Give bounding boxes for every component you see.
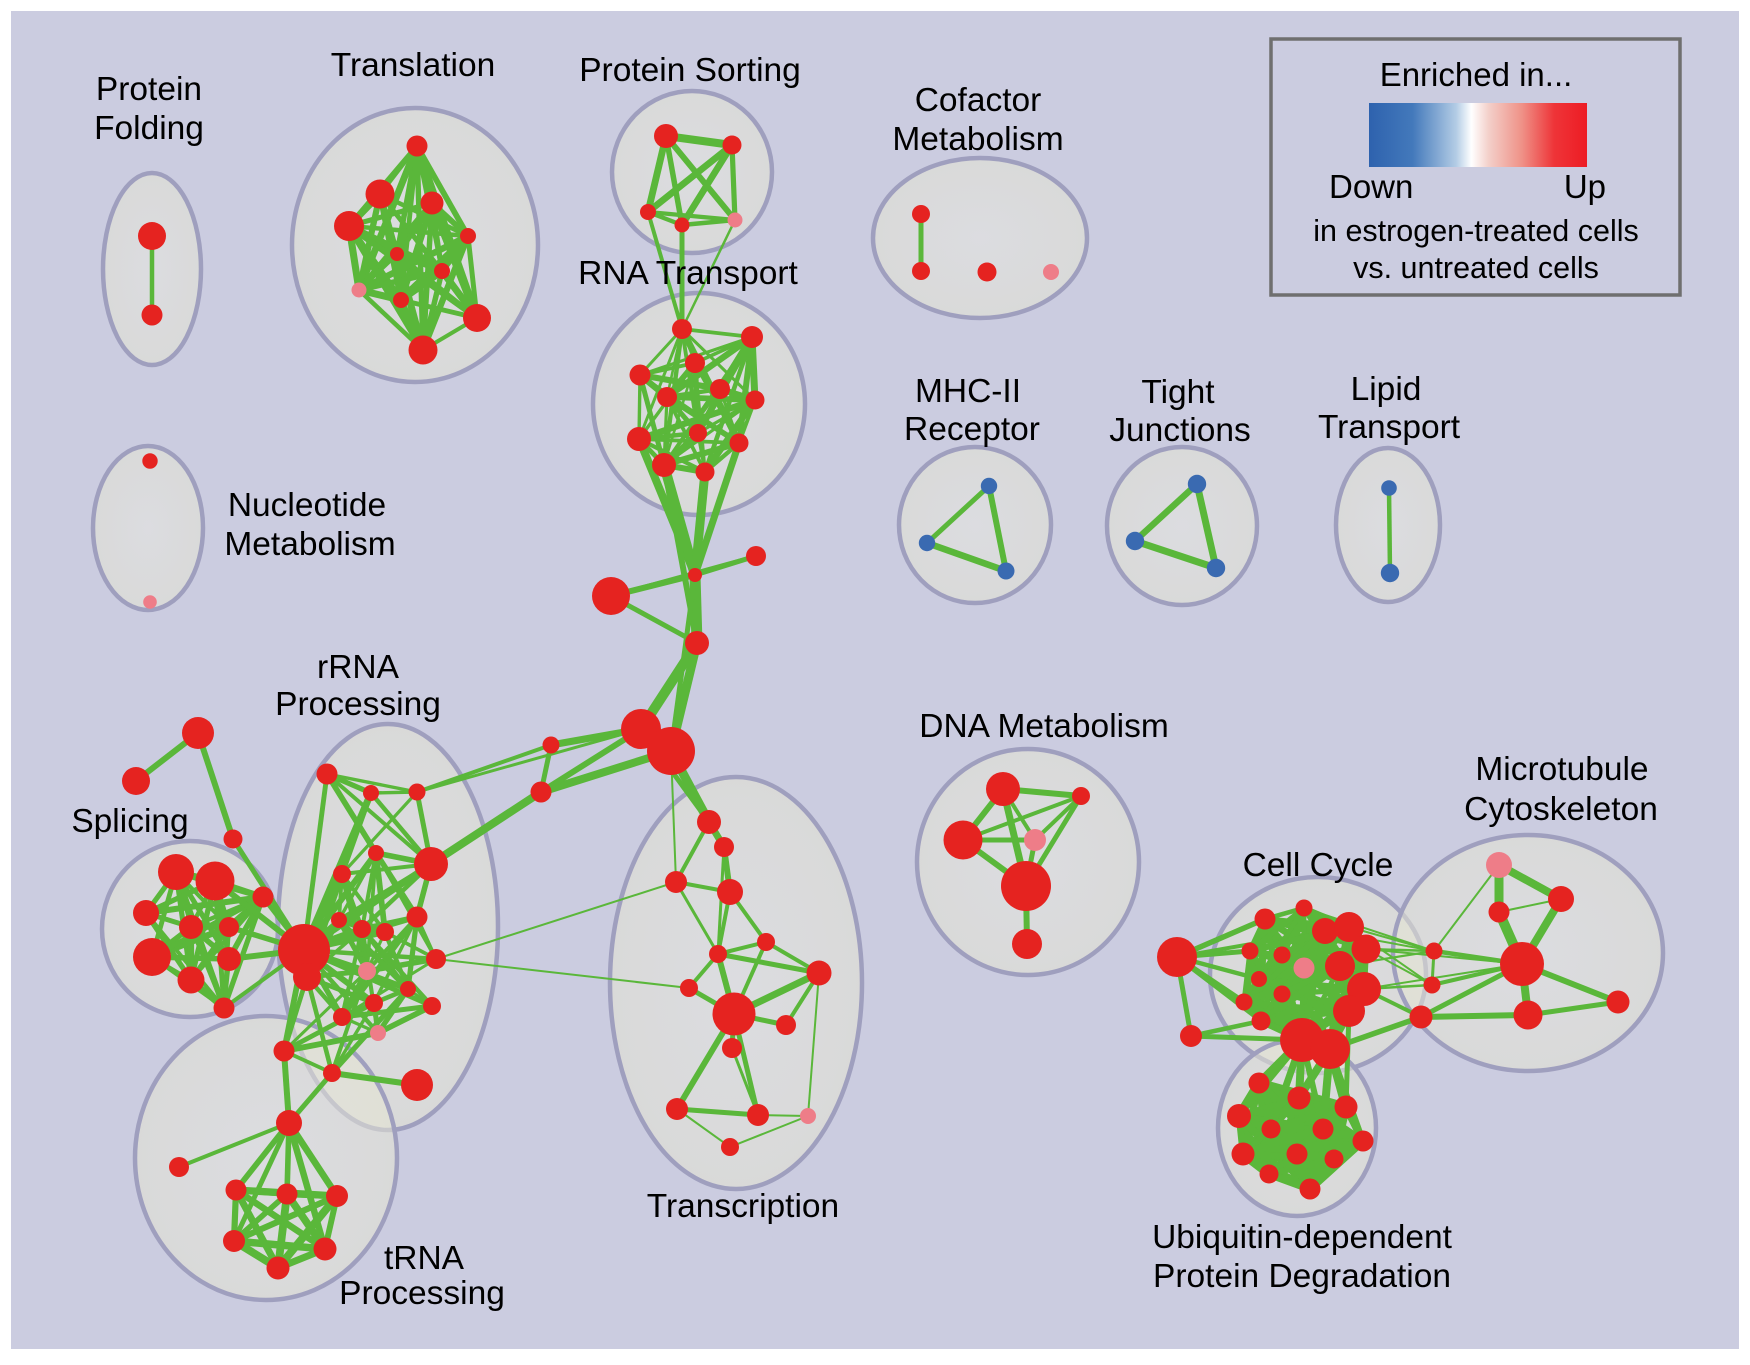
svg-text:Folding: Folding <box>94 110 204 147</box>
svg-text:rRNA: rRNA <box>317 649 400 686</box>
svg-text:Microtubule: Microtubule <box>1475 751 1648 788</box>
svg-text:Transport: Transport <box>1318 409 1461 446</box>
svg-text:Cytoskeleton: Cytoskeleton <box>1464 791 1658 828</box>
svg-text:MHC-II: MHC-II <box>915 373 1021 410</box>
svg-text:Ubiquitin-dependent: Ubiquitin-dependent <box>1152 1219 1453 1256</box>
svg-text:Lipid: Lipid <box>1351 371 1422 408</box>
svg-text:Enriched in...: Enriched in... <box>1380 56 1573 93</box>
svg-text:Down: Down <box>1329 168 1413 205</box>
svg-text:tRNA: tRNA <box>384 1240 465 1277</box>
svg-text:Up: Up <box>1564 168 1606 205</box>
svg-text:Metabolism: Metabolism <box>892 121 1063 158</box>
svg-text:Nucleotide: Nucleotide <box>228 487 386 524</box>
svg-text:Protein Sorting: Protein Sorting <box>579 52 801 89</box>
svg-text:vs. untreated cells: vs. untreated cells <box>1353 251 1599 285</box>
svg-text:Transcription: Transcription <box>647 1188 839 1225</box>
svg-text:DNA Metabolism: DNA Metabolism <box>919 708 1168 745</box>
svg-text:Metabolism: Metabolism <box>224 526 395 563</box>
svg-text:RNA Transport: RNA Transport <box>578 255 798 292</box>
svg-text:Receptor: Receptor <box>904 411 1040 448</box>
svg-text:Protein: Protein <box>96 71 202 108</box>
svg-text:Splicing: Splicing <box>71 803 188 840</box>
svg-text:Cofactor: Cofactor <box>915 82 1042 119</box>
svg-text:in estrogen-treated cells: in estrogen-treated cells <box>1313 214 1639 248</box>
svg-text:Junctions: Junctions <box>1109 412 1251 449</box>
svg-text:Processing: Processing <box>275 686 441 723</box>
svg-text:Translation: Translation <box>331 47 495 84</box>
svg-text:Cell Cycle: Cell Cycle <box>1243 847 1394 884</box>
svg-text:Protein Degradation: Protein Degradation <box>1153 1258 1451 1295</box>
svg-text:Tight: Tight <box>1141 374 1215 411</box>
svg-text:Processing: Processing <box>339 1275 505 1312</box>
